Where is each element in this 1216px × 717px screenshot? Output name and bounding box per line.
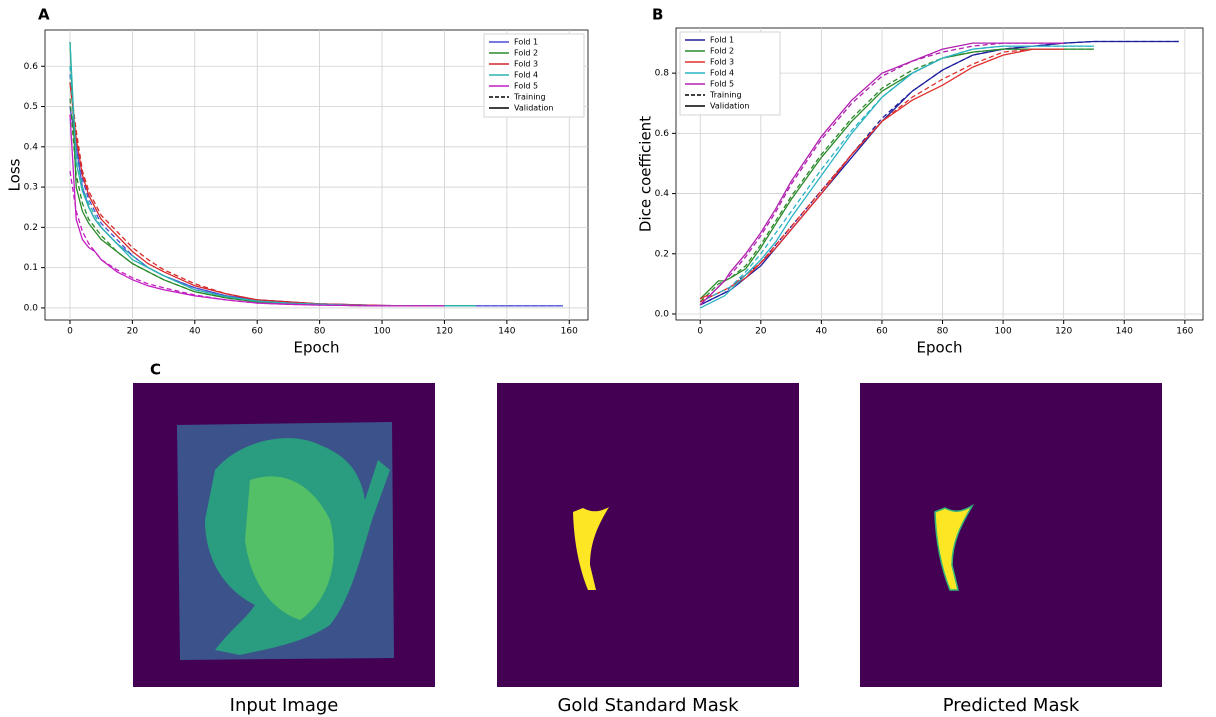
x-tick-label: 120 xyxy=(436,327,453,337)
x-tick-label: 0 xyxy=(67,327,73,337)
panel-c-images xyxy=(133,383,1162,687)
gold-mask-region xyxy=(573,507,609,590)
y-axis-label: Dice coefficient xyxy=(637,116,655,232)
x-axis-label: Epoch xyxy=(294,339,340,357)
x-tick-label: 160 xyxy=(1176,327,1193,337)
predicted-mask-image xyxy=(860,383,1162,687)
x-tick-label: 40 xyxy=(189,327,201,337)
x-tick-label: 20 xyxy=(127,327,139,337)
image-caption: Predicted Mask xyxy=(943,695,1080,716)
x-tick-label: 80 xyxy=(314,327,326,337)
validation-line xyxy=(69,114,445,307)
legend-label: Validation xyxy=(710,102,750,111)
x-tick-label: 120 xyxy=(1055,327,1072,337)
legend-label: Fold 4 xyxy=(710,69,734,78)
y-tick-label: 0.2 xyxy=(24,223,38,233)
panel-label: B xyxy=(652,6,663,24)
panel-label: C xyxy=(150,361,161,379)
x-tick-label: 100 xyxy=(373,327,390,337)
legend-label: Training xyxy=(513,93,546,102)
y-tick-label: 0.1 xyxy=(24,263,38,273)
y-tick-label: 0.6 xyxy=(24,62,39,72)
x-tick-label: 60 xyxy=(876,327,888,337)
legend-label: Fold 3 xyxy=(514,60,538,69)
legend-label: Training xyxy=(709,91,742,100)
y-tick-label: 0.4 xyxy=(655,189,670,199)
validation-line xyxy=(699,42,1064,306)
y-tick-label: 0.5 xyxy=(24,102,38,112)
legend-label: Fold 5 xyxy=(710,80,734,89)
validation-line xyxy=(699,48,1094,300)
x-axis-label: Epoch xyxy=(917,339,963,357)
legend-label: Fold 5 xyxy=(514,82,538,91)
legend-label: Fold 2 xyxy=(514,49,538,58)
y-tick-label: 0.0 xyxy=(655,309,670,319)
training-line xyxy=(699,48,1094,303)
legend-label: Fold 1 xyxy=(710,36,734,45)
x-tick-label: 60 xyxy=(251,327,263,337)
y-axis-label: Loss xyxy=(6,158,24,191)
validation-line xyxy=(699,48,1064,300)
image-caption: Gold Standard Mask xyxy=(557,695,739,716)
legend-label: Validation xyxy=(514,104,554,113)
y-tick-label: 0.3 xyxy=(24,183,38,193)
panel-label: A xyxy=(38,6,50,24)
legend-label: Fold 1 xyxy=(514,38,538,47)
y-tick-label: 0.8 xyxy=(655,69,670,79)
legend: Fold 1 Fold 2 Fold 3 Fold 4 Fold 5 Training Va… xyxy=(483,33,585,118)
x-tick-label: 140 xyxy=(498,327,515,337)
x-tick-label: 20 xyxy=(755,327,767,337)
legend-label: Fold 3 xyxy=(710,58,734,67)
legend-label: Fold 2 xyxy=(710,47,734,56)
x-tick-label: 80 xyxy=(937,327,949,337)
x-tick-label: 100 xyxy=(995,327,1012,337)
input-specimen-detail xyxy=(245,476,334,620)
y-tick-label: 0.4 xyxy=(24,142,39,152)
training-line xyxy=(69,82,445,307)
image-caption: Input Image xyxy=(230,695,339,716)
predicted-mask-region xyxy=(934,503,975,591)
legend: Fold 1 Fold 2 Fold 3 Fold 4 Fold 5 Training Va… xyxy=(679,31,781,116)
validation-line xyxy=(699,40,1179,306)
gold-mask-image xyxy=(497,383,799,687)
legend-label: Fold 4 xyxy=(514,71,538,80)
validation-line xyxy=(699,45,1094,309)
y-tick-label: 0.0 xyxy=(24,303,39,313)
x-tick-label: 140 xyxy=(1116,327,1133,337)
y-tick-label: 0.2 xyxy=(655,249,669,259)
x-tick-label: 40 xyxy=(816,327,828,337)
x-tick-label: 0 xyxy=(697,327,703,337)
x-tick-label: 160 xyxy=(561,327,578,337)
y-tick-label: 0.6 xyxy=(655,129,670,139)
